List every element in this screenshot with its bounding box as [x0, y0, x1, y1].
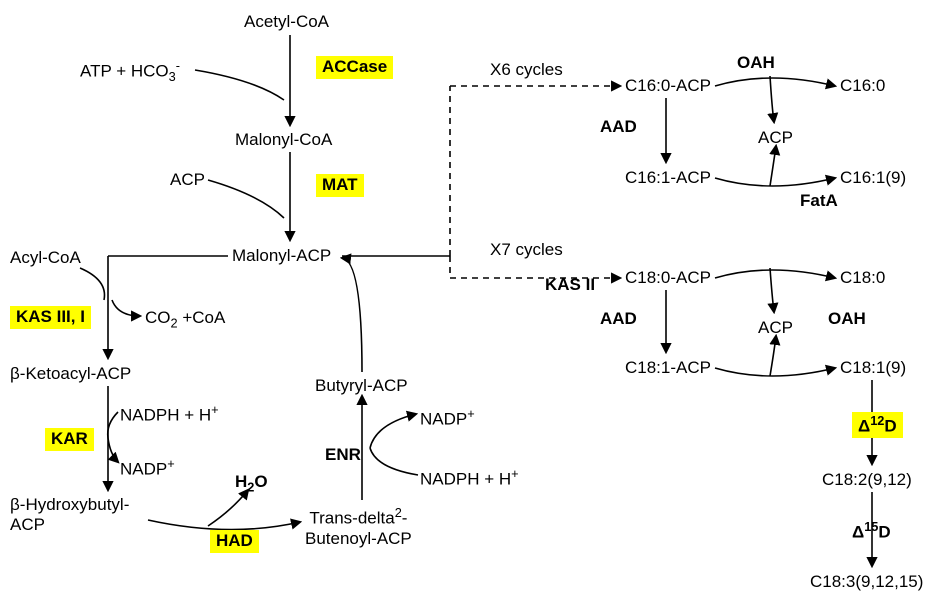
- node-c160: C16:0: [840, 76, 885, 96]
- arrow-acylcoa-in: [80, 268, 105, 300]
- node-c180: C18:0: [840, 268, 885, 288]
- node-c180acp: C18:0-ACP: [625, 268, 711, 288]
- node-ketoacyl: β-Ketoacyl-ACP: [10, 364, 131, 384]
- diagram-stage: Acetyl-CoA ATP + HCO3- Malonyl-CoA ACP M…: [0, 0, 929, 602]
- enzyme-oah2: OAH: [828, 310, 866, 329]
- node-acetylcoa: Acetyl-CoA: [244, 12, 329, 32]
- node-c181: C18:1(9): [840, 358, 906, 378]
- arrow-nadp-out-a: [108, 438, 118, 462]
- node-nadp-a: NADP+: [120, 456, 175, 480]
- arrow-c161-acp-branch: [770, 146, 776, 186]
- enzyme-had: HAD: [210, 530, 259, 553]
- node-transdelta: Trans-delta2-Butenoyl-ACP: [305, 505, 412, 549]
- enzyme-fata: FatA: [800, 192, 838, 211]
- node-malonylcoa: Malonyl-CoA: [235, 130, 332, 150]
- node-hydroxybutyl: β-Hydroxybutyl-ACP: [10, 495, 129, 536]
- arrow-c180-acp-branch: [770, 268, 774, 312]
- enzyme-mat: MAT: [316, 174, 364, 197]
- node-nadph-a: NADPH + H+: [120, 402, 219, 426]
- node-c161acp: C16:1-ACP: [625, 168, 711, 188]
- node-acp1: ACP: [170, 170, 205, 190]
- enzyme-oah1: OAH: [737, 54, 775, 73]
- arrow-co2-out: [112, 300, 140, 316]
- enzyme-aad1: AAD: [600, 118, 637, 137]
- node-x7cycles: X7 cycles: [490, 240, 563, 260]
- node-h2o: H2O: [235, 472, 268, 495]
- node-atp-hco3: ATP + HCO3-: [80, 58, 180, 84]
- node-nadph-b: NADPH + H+: [420, 466, 519, 490]
- enzyme-kar: KAR: [45, 428, 94, 451]
- arrow-c181acp-to-c181: [715, 368, 835, 376]
- arrow-c161acp-to-c161: [715, 178, 835, 186]
- arrow-butyryl-to-malonylacp: [342, 258, 362, 372]
- arrows-layer: [0, 0, 929, 602]
- enzyme-d15d: Δ15D: [852, 520, 891, 542]
- node-c161: C16:1(9): [840, 168, 906, 188]
- enzyme-accase: ACCase: [316, 56, 393, 79]
- node-x6cycles: X6 cycles: [490, 60, 563, 80]
- enzyme-kas2: KAS II: [545, 276, 595, 295]
- node-acp-c16: ACP: [758, 128, 793, 148]
- node-c160acp: C16:0-ACP: [625, 76, 711, 96]
- node-c183: C18:3(9,12,15): [810, 572, 923, 592]
- arrow-acp-in: [208, 180, 284, 218]
- node-malonylacp: Malonyl-ACP: [232, 246, 331, 266]
- arrow-c180acp-to-c180: [715, 270, 835, 278]
- node-c181acp: C18:1-ACP: [625, 358, 711, 378]
- enzyme-aad2: AAD: [600, 310, 637, 329]
- arrow-nadp-out-b: [370, 414, 416, 448]
- node-co2-coa: CO2 +CoA: [145, 308, 225, 331]
- arrow-c181-acp-branch: [770, 336, 776, 376]
- arrow-hydroxy-to-trans: [148, 520, 300, 530]
- enzyme-enr: ENR: [325, 446, 361, 465]
- node-nadp-b: NADP+: [420, 406, 475, 430]
- arrow-atp-in: [195, 70, 284, 100]
- arrow-h2o-out: [208, 490, 248, 526]
- arrow-c160-acp-branch: [770, 76, 774, 122]
- arrow-c160acp-to-c160: [715, 78, 835, 86]
- enzyme-d12d: Δ12D: [852, 412, 903, 438]
- node-butyryl: Butyryl-ACP: [315, 376, 408, 396]
- arrow-nadph-in-a: [108, 412, 118, 438]
- enzyme-kas3: KAS III, I: [10, 306, 91, 329]
- node-c182: C18:2(9,12): [822, 470, 912, 490]
- arrow-nadph-in-b: [370, 448, 418, 475]
- node-acp-c18: ACP: [758, 318, 793, 338]
- node-acylcoa: Acyl-CoA: [10, 248, 81, 268]
